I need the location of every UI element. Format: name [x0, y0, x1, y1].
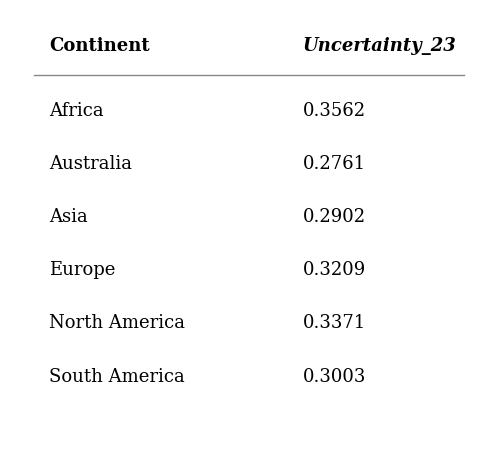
- Text: 0.2761: 0.2761: [303, 155, 366, 173]
- Text: South America: South America: [49, 368, 185, 385]
- Text: Africa: Africa: [49, 102, 104, 120]
- Text: Europe: Europe: [49, 261, 115, 279]
- Text: 0.3371: 0.3371: [303, 315, 366, 332]
- Text: 0.3003: 0.3003: [303, 368, 366, 385]
- Text: Asia: Asia: [49, 208, 88, 226]
- Text: North America: North America: [49, 315, 185, 332]
- Text: 0.3562: 0.3562: [303, 102, 366, 120]
- Text: 0.2902: 0.2902: [303, 208, 366, 226]
- Text: 0.3209: 0.3209: [303, 261, 366, 279]
- Text: Australia: Australia: [49, 155, 132, 173]
- Text: Uncertainty_23: Uncertainty_23: [303, 37, 456, 55]
- Text: Continent: Continent: [49, 37, 149, 55]
